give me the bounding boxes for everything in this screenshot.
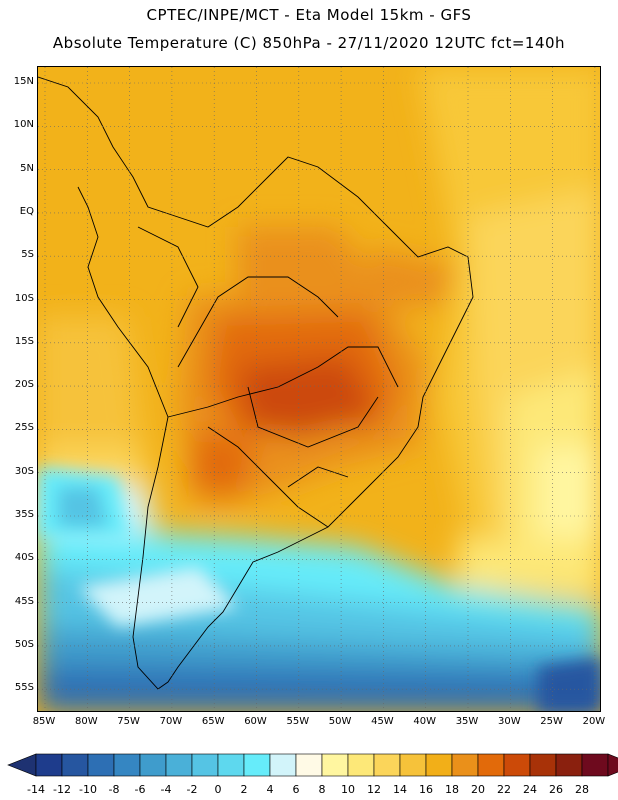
- lon-label: 75W: [117, 716, 140, 727]
- lat-label: EQ: [19, 205, 34, 217]
- map-title-line2: Absolute Temperature (C) 850hPa - 27/11/…: [52, 34, 566, 52]
- colorbar-label: 6: [292, 783, 300, 796]
- lon-label: 80W: [74, 716, 98, 727]
- lon-label: 70W: [159, 716, 183, 727]
- colorbar-label: -12: [53, 783, 71, 796]
- colorbar-swatch: [555, 753, 583, 777]
- colorbar-label: 0: [214, 783, 222, 796]
- lon-label: 55W: [286, 716, 310, 727]
- lat-label: 45S: [14, 595, 34, 607]
- colorbar-swatch: [425, 753, 453, 777]
- colorbar-label: 4: [266, 783, 274, 796]
- lat-label: 15S: [14, 335, 34, 347]
- colorbar-swatch: [87, 753, 115, 777]
- colorbar-swatch: [139, 753, 167, 777]
- lat-label: 10N: [13, 119, 34, 131]
- colorbar-swatch: [191, 753, 219, 777]
- colorbar-swatch: [61, 753, 89, 777]
- lon-label: 35W: [455, 716, 479, 727]
- lon-label: 60W: [244, 716, 267, 727]
- colorbar-label: -4: [160, 783, 172, 796]
- colorbar-label: 18: [445, 783, 459, 796]
- colorbar-label: -10: [79, 783, 97, 796]
- colorbar-label: -8: [108, 783, 120, 796]
- colorbar-swatch: [477, 753, 505, 777]
- colorbar-label: 2: [240, 783, 248, 796]
- lon-label: 50W: [328, 716, 352, 727]
- colorbar-label: 8: [318, 783, 326, 796]
- colorbar-swatch: [165, 753, 193, 777]
- lon-label: 65W: [201, 716, 225, 727]
- colorbar-swatch: [347, 753, 375, 777]
- colorbar-label: 24: [523, 783, 537, 796]
- colorbar-swatch: [373, 753, 401, 777]
- colorbar-swatch: [399, 753, 427, 777]
- coastlines: [38, 76, 474, 690]
- colorbar-swatch: [35, 753, 63, 777]
- map-title-line1: CPTEC/INPE/MCT - Eta Model 15km - GFS: [146, 6, 472, 24]
- colorbar-label: 16: [419, 783, 433, 796]
- colorbar-label: 10: [341, 783, 355, 796]
- lat-label: 5N: [20, 162, 34, 174]
- lat-label: 40S: [14, 552, 34, 564]
- colorbar-swatch: [529, 753, 557, 777]
- lat-label: 20S: [14, 379, 34, 391]
- lon-label: 25W: [540, 716, 563, 727]
- colorbar-swatch: [269, 753, 297, 777]
- temperature-field: [38, 67, 600, 711]
- temperature-map: [37, 66, 601, 712]
- colorbar: [7, 753, 618, 777]
- lon-label: 40W: [413, 716, 436, 727]
- lat-label: 50S: [14, 638, 34, 650]
- colorbar-label: 22: [497, 783, 511, 796]
- colorbar-swatch: [503, 753, 531, 777]
- colorbar-label: 20: [471, 783, 485, 796]
- lat-label: 5S: [21, 249, 34, 261]
- colorbar-label: -6: [134, 783, 146, 796]
- colorbar-swatch: [451, 753, 479, 777]
- colorbar-label: 26: [549, 783, 563, 796]
- colorbar-label: 28: [575, 783, 589, 796]
- lat-label: 55S: [14, 682, 34, 694]
- colorbar-label: -2: [186, 783, 198, 796]
- lon-label: 30W: [497, 716, 521, 727]
- colorbar-swatch: [113, 753, 141, 777]
- colorbar-label: -14: [27, 783, 45, 796]
- lat-label: 10S: [14, 292, 34, 304]
- colorbar-max-arrow: [607, 753, 618, 777]
- lon-label: 20W: [582, 716, 606, 727]
- colorbar-swatch: [321, 753, 349, 777]
- lat-label: 30S: [14, 465, 34, 477]
- lon-label: 45W: [371, 716, 394, 727]
- lon-label: 85W: [32, 716, 56, 727]
- colorbar-label: 12: [367, 783, 381, 796]
- colorbar-min-arrow: [7, 753, 37, 777]
- lat-label: 35S: [14, 509, 34, 520]
- lat-label: 25S: [14, 422, 34, 434]
- colorbar-swatch: [581, 753, 609, 777]
- colorbar-label: 14: [393, 783, 407, 796]
- colorbar-swatch: [243, 753, 271, 777]
- colorbar-swatch: [217, 753, 245, 777]
- colorbar-swatch: [295, 753, 323, 777]
- lat-label: 15N: [13, 76, 34, 87]
